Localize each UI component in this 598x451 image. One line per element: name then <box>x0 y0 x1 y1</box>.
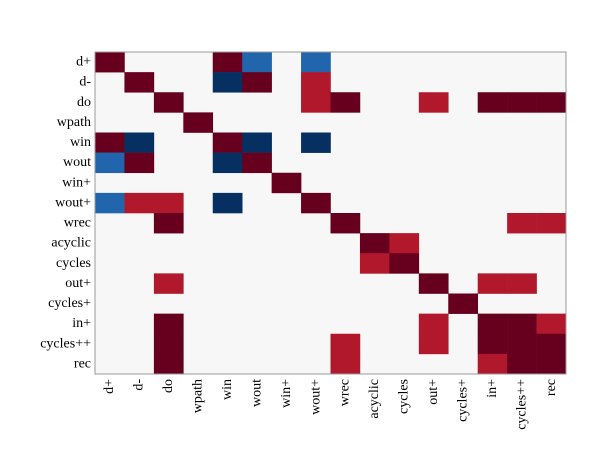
y-tick-label: cycles <box>56 256 91 271</box>
heatmap-cell-wout+-d+ <box>95 192 125 214</box>
heatmap-cell-cycles-acyclic <box>359 253 390 274</box>
heatmap-cell-cycles++-do <box>153 333 184 355</box>
heatmap-cell-wout-wout <box>242 152 272 174</box>
y-tick-label: cycles++ <box>40 336 91 351</box>
heatmap-cell-out+-cycles++ <box>507 273 537 294</box>
y-tick-label: wrec <box>64 216 91 231</box>
heatmap-cell-rec-wrec <box>330 353 361 375</box>
x-tick-label: wrec <box>338 379 353 406</box>
heatmap-cell-d+-d+ <box>95 52 125 73</box>
heatmap-cell-do-do <box>153 92 184 113</box>
heatmap-cell-acyclic-cycles <box>389 233 420 254</box>
heatmap-cell-in+-in+ <box>477 313 508 335</box>
heatmap-cell-wout-d+ <box>95 152 125 174</box>
heatmap-cells <box>95 52 567 375</box>
heatmap-cell-do-rec <box>536 92 567 113</box>
x-tick-label: cycles+ <box>455 379 470 422</box>
heatmap-cell-rec-cycles++ <box>507 353 537 375</box>
heatmap-cell-do-in+ <box>477 92 508 113</box>
heatmap-cell-wpath-wpath <box>183 112 214 133</box>
heatmap-cell-wout+-win <box>212 192 243 214</box>
y-tick-label: out+ <box>65 276 91 291</box>
heatmap-cell-out+-out+ <box>418 273 449 294</box>
y-tick-label: rec <box>74 356 91 371</box>
y-tick-label: do <box>77 95 91 110</box>
heatmap-cell-in+-do <box>153 313 184 335</box>
heatmap-cell-do-wrec <box>330 92 361 113</box>
heatmap-cell-cycles++-in+ <box>477 333 508 355</box>
heatmap-cell-win-wout <box>242 132 272 153</box>
heatmap-cell-wout+-d- <box>124 192 155 214</box>
x-tick-label: d+ <box>102 379 117 394</box>
y-tick-label: acyclic <box>51 236 91 251</box>
x-tick-label: wout+ <box>308 379 323 415</box>
heatmap-cell-win-d+ <box>95 132 125 153</box>
y-tick-label: d- <box>79 75 91 90</box>
heatmap-cell-wrec-wrec <box>330 213 361 234</box>
heatmap-cell-do-cycles++ <box>507 92 537 113</box>
heatmap-cell-win-wout+ <box>301 132 331 153</box>
heatmap-cell-cycles-cycles <box>389 253 420 274</box>
heatmap-cell-d--wout+ <box>301 72 331 93</box>
x-tick-label: cycles++ <box>514 379 529 430</box>
heatmap-cell-cycles++-wrec <box>330 333 361 355</box>
heatmap-cell-cycles++-cycles++ <box>507 333 537 355</box>
heatmap-cell-cycles++-rec <box>536 333 567 355</box>
y-tick-label: wout <box>63 155 91 170</box>
heatmap-cell-win+-win+ <box>271 172 302 194</box>
heatmap-cell-cycles++-out+ <box>418 333 449 355</box>
heatmap-cell-rec-rec <box>536 353 567 375</box>
x-tick-label: d- <box>132 379 147 391</box>
y-tick-label: wout+ <box>55 195 91 210</box>
heatmap-cell-rec-in+ <box>477 353 508 375</box>
heatmap-cell-rec-do <box>153 353 184 375</box>
x-tick-labels: d+ d-do wpath win wout win+ wout+ wrec acyclic cy… <box>102 379 559 430</box>
heatmap-cell-wout+-do <box>153 192 184 214</box>
y-tick-label: cycles+ <box>48 296 91 311</box>
heatmap-cell-wrec-cycles++ <box>507 213 537 234</box>
x-tick-label: acyclic <box>367 379 382 419</box>
y-tick-labels: d+ d-do wpath win wout win+ wout+ wrec acyclic cy… <box>40 55 91 372</box>
heatmap-cell-wout+-wout+ <box>301 192 331 214</box>
x-tick-label: do <box>161 379 176 393</box>
heatmap-cell-in+-cycles++ <box>507 313 537 335</box>
y-tick-label: wpath <box>57 115 91 130</box>
x-tick-label: win <box>220 379 235 400</box>
y-tick-label: win <box>70 135 91 150</box>
heatmap-cell-win-d- <box>124 132 155 153</box>
heatmap-cell-wout-win <box>212 152 243 174</box>
y-tick-label: win+ <box>62 175 91 190</box>
heatmap-cell-out+-in+ <box>477 273 508 294</box>
heatmap-cell-d--win <box>212 72 243 93</box>
heatmap-cell-win-win <box>212 132 243 153</box>
heatmap-cell-d+-win <box>212 52 243 73</box>
heatmap-cell-wout-d- <box>124 152 155 174</box>
y-tick-label: d+ <box>76 55 91 70</box>
heatmap-cell-wrec-rec <box>536 213 567 234</box>
heatmap-cell-d+-wout <box>242 52 272 73</box>
heatmap-cell-do-out+ <box>418 92 449 113</box>
heatmap-cell-d--wout <box>242 72 272 93</box>
heatmap-cell-wrec-do <box>153 213 184 234</box>
x-tick-label: wpath <box>191 379 206 413</box>
plot-border <box>94 51 567 375</box>
x-tick-label: cycles <box>397 379 412 414</box>
x-tick-label: win+ <box>279 379 294 408</box>
heatmap-cell-cycles+-cycles+ <box>448 293 478 314</box>
x-tick-label: wout <box>249 379 264 407</box>
heatmap-cell-out+-do <box>153 273 184 294</box>
heatmap-cell-in+-rec <box>536 313 567 335</box>
x-tick-label: rec <box>544 379 559 396</box>
heatmap-cell-in+-out+ <box>418 313 449 335</box>
x-tick-label: out+ <box>426 379 441 405</box>
heatmap-cell-do-wout+ <box>301 92 331 113</box>
x-tick-label: in+ <box>485 379 500 398</box>
heatmap-cell-d+-wout+ <box>301 52 331 73</box>
y-tick-label: in+ <box>72 316 91 331</box>
heatmap-cell-acyclic-acyclic <box>359 233 390 254</box>
heatmap-cell-d--d- <box>124 72 155 93</box>
